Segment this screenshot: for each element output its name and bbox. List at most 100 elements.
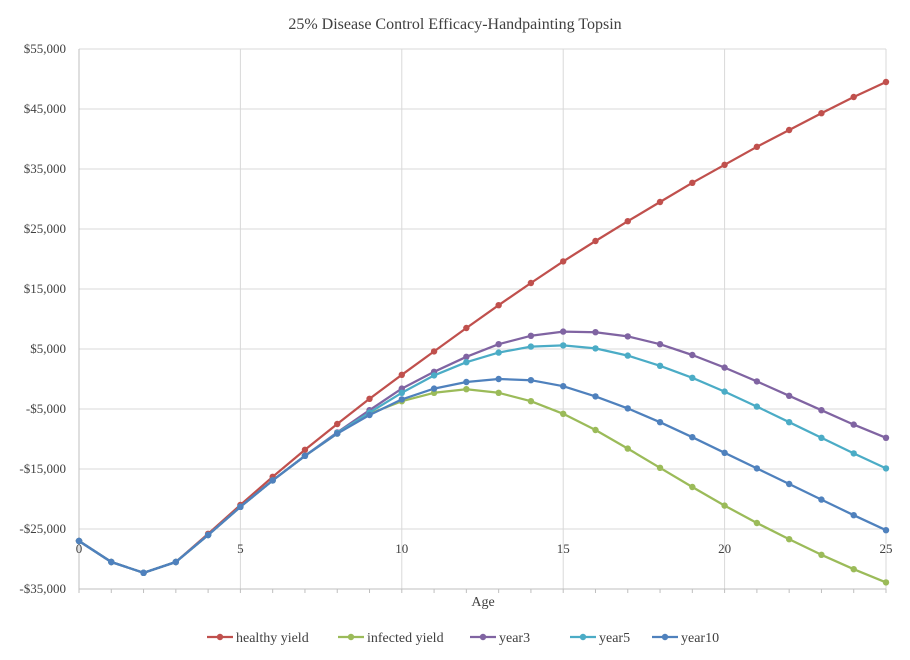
x-tick-label: 10 [395,541,408,556]
legend-item: infected yield [338,631,444,646]
y-tick-label: $45,000 [24,101,66,116]
legend-swatch-marker [661,633,669,641]
data-point [430,348,438,355]
data-point [334,420,341,428]
data-point [721,502,728,509]
legend-item: year5 [570,631,630,646]
data-point [850,93,857,101]
legend-item: year3 [470,631,530,646]
y-tick-label: $35,000 [24,161,66,176]
data-point [656,341,664,348]
data-point [592,345,599,352]
x-tick-label: 5 [237,541,244,556]
chart-title: 25% Disease Control Efficacy-Handpaintin… [288,16,621,33]
data-point [527,343,535,350]
legend-swatch-marker [216,633,224,641]
data-point [850,566,857,573]
data-point [592,237,599,245]
legend-swatch-marker [347,633,355,641]
data-point [882,434,890,441]
data-point [689,434,696,441]
data-point [689,351,696,359]
data-point [721,364,728,371]
data-point [785,419,793,426]
data-point [818,407,825,414]
y-tick-label: $15,000 [24,281,66,296]
legend-item: healthy yield [207,631,309,646]
data-point [624,218,631,225]
legend-swatch-marker [579,633,587,641]
data-point [560,383,567,390]
data-point [527,398,535,405]
x-tick-label: 25 [880,541,893,556]
data-point [463,353,470,360]
data-point [527,377,535,384]
data-point [560,258,567,265]
y-tick-label: $55,000 [24,41,66,56]
data-point [398,389,405,396]
data-point [624,352,631,359]
data-point [463,324,470,332]
data-point [721,449,728,456]
series-group [75,78,890,586]
data-point [753,465,761,472]
data-point [495,302,502,309]
data-point [463,378,470,386]
data-point [753,378,761,385]
data-point [204,531,212,539]
data-point [269,477,276,484]
data-point [850,450,857,457]
data-point [689,374,696,381]
data-point [882,527,890,534]
axes [78,49,887,593]
data-point [75,537,83,545]
data-point [560,342,567,349]
data-point [624,405,631,412]
x-axis-label: Age [471,595,494,610]
data-point [656,464,664,471]
data-point [818,551,825,558]
legend-item: year10 [652,631,719,646]
legend: healthy yield infected yield year3 year5 yea… [207,631,719,646]
tick-labels: -$35,000 -$25,000 -$15,000 -$5,000 $5,000 $15… [19,41,892,596]
data-point [334,430,341,437]
legend-swatch-marker [479,633,487,641]
data-point [882,579,890,586]
grid-lines [79,48,887,589]
data-point [753,519,761,527]
data-point [560,410,567,417]
data-point [495,389,502,396]
y-tick-label: -$35,000 [19,581,66,596]
y-tick-label: -$5,000 [26,401,66,416]
data-point [689,179,696,186]
data-point [495,341,502,348]
data-point [818,434,825,441]
data-point [656,362,664,369]
legend-label: year3 [499,631,530,646]
legend-label: healthy yield [236,631,309,646]
data-point [689,483,696,491]
data-point [108,558,115,566]
data-point [850,512,857,519]
data-point [656,198,664,206]
x-tick-label: 20 [718,541,731,556]
legend-label: year5 [599,631,630,646]
data-point [398,396,405,403]
x-tick-label: 15 [557,541,570,556]
data-point [785,480,793,488]
data-point [463,386,470,393]
x-tick-label: 0 [76,541,83,556]
data-point [850,421,857,428]
data-point [463,359,470,366]
data-point [882,465,890,472]
data-point [785,536,793,543]
data-point [366,411,373,419]
data-point [656,419,664,426]
y-tick-label: -$15,000 [19,461,66,476]
series-year10 [75,375,890,576]
data-point [430,372,438,379]
data-point [495,375,502,383]
